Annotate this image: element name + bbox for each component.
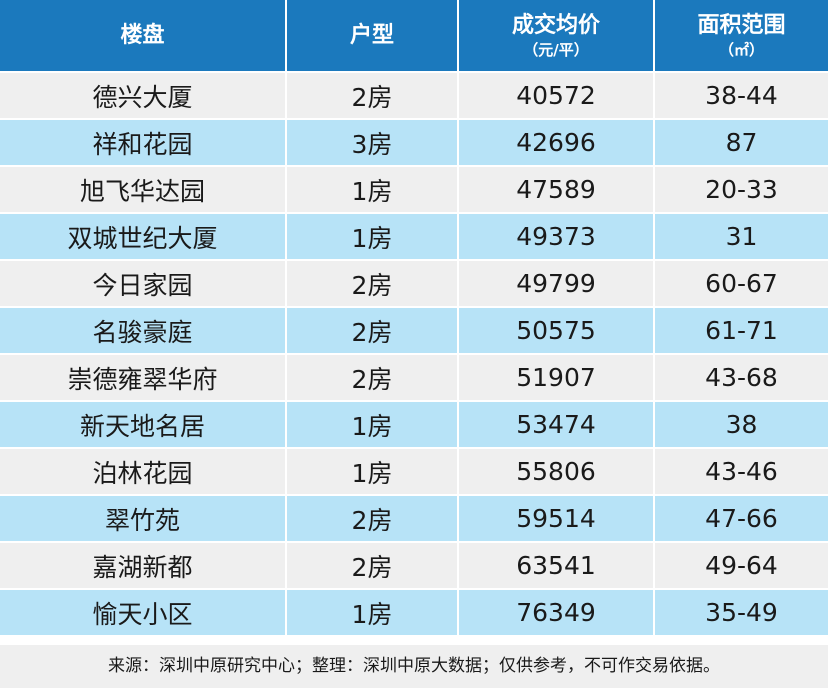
cell-area-range: 38-44 <box>654 72 828 120</box>
cell-avg-price: 42696 <box>458 119 655 167</box>
cell-layout: 2房 <box>286 354 459 402</box>
table-row: 今日家园 2房 49799 60-67 <box>0 260 828 308</box>
table-row: 祥和花园 3房 42696 87 <box>0 119 828 167</box>
cell-layout: 2房 <box>286 495 459 543</box>
header-label: 户型 <box>349 22 394 48</box>
cell-layout: 1房 <box>286 589 459 637</box>
table-row: 名骏豪庭 2房 50575 61-71 <box>0 307 828 355</box>
table-row: 愉天小区 1房 76349 35-49 <box>0 589 828 637</box>
cell-avg-price: 53474 <box>458 401 655 449</box>
table-row: 泊林花园 1房 55806 43-46 <box>0 448 828 496</box>
cell-area-range: 43-46 <box>654 448 828 496</box>
cell-layout: 2房 <box>286 542 459 590</box>
cell-project: 名骏豪庭 <box>0 307 287 355</box>
cell-avg-price: 49373 <box>458 213 655 261</box>
table-row: 翠竹苑 2房 59514 47-66 <box>0 495 828 543</box>
cell-area-range: 38 <box>654 401 828 449</box>
cell-area-range: 87 <box>654 119 828 167</box>
cell-project: 新天地名居 <box>0 401 287 449</box>
table-row: 旭飞华达园 1房 47589 20-33 <box>0 166 828 214</box>
cell-area-range: 43-68 <box>654 354 828 402</box>
cell-project: 祥和花园 <box>0 119 287 167</box>
cell-area-range: 61-71 <box>654 307 828 355</box>
header-cell-area-range: 面积范围 （㎡） <box>654 0 828 73</box>
cell-layout: 2房 <box>286 307 459 355</box>
cell-avg-price: 63541 <box>458 542 655 590</box>
table-row: 双城世纪大厦 1房 49373 31 <box>0 213 828 261</box>
header-label: 面积范围 <box>697 12 786 38</box>
table-row: 崇德雍翠华府 2房 51907 43-68 <box>0 354 828 402</box>
cell-avg-price: 76349 <box>458 589 655 637</box>
cell-area-range: 49-64 <box>654 542 828 590</box>
header-label: 成交均价 <box>511 12 600 38</box>
cell-project: 双城世纪大厦 <box>0 213 287 261</box>
cell-layout: 1房 <box>286 401 459 449</box>
cell-project: 嘉湖新都 <box>0 542 287 590</box>
cell-avg-price: 51907 <box>458 354 655 402</box>
cell-avg-price: 50575 <box>458 307 655 355</box>
source-footnote: 来源：深圳中原研究中心；整理：深圳中原大数据；仅供参考，不可作交易依据。 <box>0 645 828 688</box>
cell-avg-price: 49799 <box>458 260 655 308</box>
header-row: 楼盘 户型 成交均价 （元/平） 面积范围 （㎡） <box>0 0 828 73</box>
header-unit: （元/平） <box>523 40 589 59</box>
cell-project: 愉天小区 <box>0 589 287 637</box>
cell-avg-price: 40572 <box>458 72 655 120</box>
cell-project: 今日家园 <box>0 260 287 308</box>
cell-avg-price: 47589 <box>458 166 655 214</box>
cell-project: 泊林花园 <box>0 448 287 496</box>
cell-layout: 3房 <box>286 119 459 167</box>
cell-area-range: 60-67 <box>654 260 828 308</box>
cell-layout: 1房 <box>286 166 459 214</box>
header-unit: （㎡） <box>718 40 764 59</box>
cell-layout: 2房 <box>286 72 459 120</box>
table-row: 新天地名居 1房 53474 38 <box>0 401 828 449</box>
cell-area-range: 47-66 <box>654 495 828 543</box>
price-table: 楼盘 户型 成交均价 （元/平） 面积范围 （㎡） 德兴大厦 2房 40572 … <box>0 0 828 637</box>
cell-layout: 1房 <box>286 213 459 261</box>
cell-layout: 1房 <box>286 448 459 496</box>
cell-project: 崇德雍翠华府 <box>0 354 287 402</box>
cell-avg-price: 55806 <box>458 448 655 496</box>
header-cell-avg-price: 成交均价 （元/平） <box>458 0 655 73</box>
header-label: 楼盘 <box>120 22 165 48</box>
cell-project: 翠竹苑 <box>0 495 287 543</box>
cell-avg-price: 59514 <box>458 495 655 543</box>
header-cell-project: 楼盘 <box>0 0 287 73</box>
cell-area-range: 20-33 <box>654 166 828 214</box>
header-cell-layout: 户型 <box>286 0 459 73</box>
table-row: 嘉湖新都 2房 63541 49-64 <box>0 542 828 590</box>
cell-project: 德兴大厦 <box>0 72 287 120</box>
cell-area-range: 31 <box>654 213 828 261</box>
cell-area-range: 35-49 <box>654 589 828 637</box>
cell-project: 旭飞华达园 <box>0 166 287 214</box>
cell-layout: 2房 <box>286 260 459 308</box>
table-row: 德兴大厦 2房 40572 38-44 <box>0 72 828 120</box>
